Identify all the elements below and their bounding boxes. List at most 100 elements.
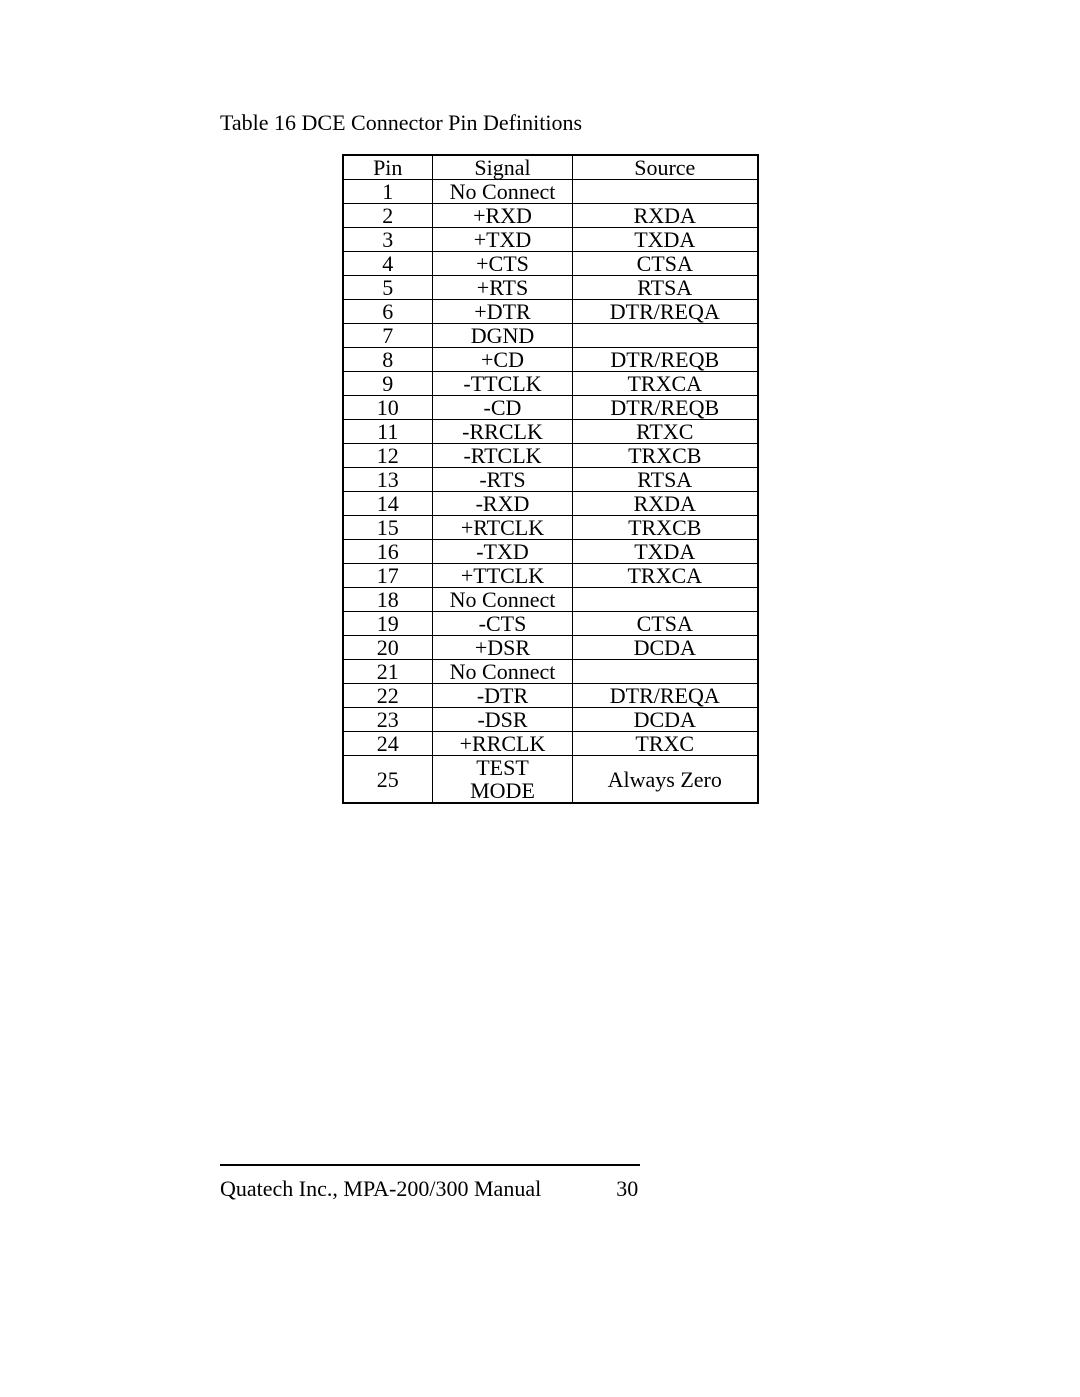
table-cell: 9 bbox=[343, 372, 433, 396]
table-cell: -TXD bbox=[433, 540, 573, 564]
table-cell bbox=[573, 588, 758, 612]
table-cell: CTSA bbox=[573, 612, 758, 636]
table-row: 5+RTSRTSA bbox=[343, 276, 758, 300]
table-cell: DGND bbox=[433, 324, 573, 348]
table-row: 11-RRCLKRTXC bbox=[343, 420, 758, 444]
table-cell: DTR/REQA bbox=[573, 300, 758, 324]
table-cell: 16 bbox=[343, 540, 433, 564]
table-row: 10-CDDTR/REQB bbox=[343, 396, 758, 420]
table-cell bbox=[573, 660, 758, 684]
table-cell: +CD bbox=[433, 348, 573, 372]
table-cell: DCDA bbox=[573, 708, 758, 732]
table-cell: DTR/REQA bbox=[573, 684, 758, 708]
table-cell: 3 bbox=[343, 228, 433, 252]
table-cell: Always Zero bbox=[573, 756, 758, 804]
table-cell: 1 bbox=[343, 180, 433, 204]
table-cell: 22 bbox=[343, 684, 433, 708]
table-row: 9-TTCLKTRXCA bbox=[343, 372, 758, 396]
table-cell: +RRCLK bbox=[433, 732, 573, 756]
table-row: 2+RXDRXDA bbox=[343, 204, 758, 228]
table-cell: 21 bbox=[343, 660, 433, 684]
table-cell: 24 bbox=[343, 732, 433, 756]
table-row: 1No Connect bbox=[343, 180, 758, 204]
table-row: 6+DTRDTR/REQA bbox=[343, 300, 758, 324]
pin-definitions-table: Pin Signal Source 1No Connect2+RXDRXDA3+… bbox=[342, 154, 759, 804]
table-cell: DTR/REQB bbox=[573, 396, 758, 420]
table-cell: No Connect bbox=[433, 588, 573, 612]
table-cell: -RTS bbox=[433, 468, 573, 492]
table-cell: +RTCLK bbox=[433, 516, 573, 540]
table-cell: +RTS bbox=[433, 276, 573, 300]
table-row: 7DGND bbox=[343, 324, 758, 348]
table-cell: RXDA bbox=[573, 492, 758, 516]
table-cell: 8 bbox=[343, 348, 433, 372]
table-cell: 4 bbox=[343, 252, 433, 276]
table-row: 15+RTCLKTRXCB bbox=[343, 516, 758, 540]
table-cell: 5 bbox=[343, 276, 433, 300]
table-row: 20+DSRDCDA bbox=[343, 636, 758, 660]
table-row: 8+CDDTR/REQB bbox=[343, 348, 758, 372]
table-cell: No Connect bbox=[433, 660, 573, 684]
footer-rule bbox=[220, 1164, 640, 1166]
table-cell: 12 bbox=[343, 444, 433, 468]
table-cell: 23 bbox=[343, 708, 433, 732]
table-cell: 25 bbox=[343, 756, 433, 804]
table-cell: 7 bbox=[343, 324, 433, 348]
table-row: 12-RTCLKTRXCB bbox=[343, 444, 758, 468]
table-cell: DCDA bbox=[573, 636, 758, 660]
table-cell: TXDA bbox=[573, 228, 758, 252]
table-cell bbox=[573, 324, 758, 348]
table-cell: RXDA bbox=[573, 204, 758, 228]
col-header-source: Source bbox=[573, 155, 758, 180]
table-cell: -DSR bbox=[433, 708, 573, 732]
table-row: 17+TTCLKTRXCA bbox=[343, 564, 758, 588]
table-cell: +CTS bbox=[433, 252, 573, 276]
table-cell: 15 bbox=[343, 516, 433, 540]
table-cell: 13 bbox=[343, 468, 433, 492]
table-cell: TRXCB bbox=[573, 516, 758, 540]
table-row: 3+TXDTXDA bbox=[343, 228, 758, 252]
table-cell: 19 bbox=[343, 612, 433, 636]
table-cell: TRXCB bbox=[573, 444, 758, 468]
footer-page-number: 30 bbox=[616, 1176, 638, 1202]
table-cell: RTXC bbox=[573, 420, 758, 444]
table-cell: -RRCLK bbox=[433, 420, 573, 444]
table-cell: -RXD bbox=[433, 492, 573, 516]
table-cell: TXDA bbox=[573, 540, 758, 564]
table-cell: +TXD bbox=[433, 228, 573, 252]
table-cell: RTSA bbox=[573, 276, 758, 300]
table-cell: 20 bbox=[343, 636, 433, 660]
footer-text: Quatech Inc., MPA-200/300 Manual bbox=[220, 1176, 541, 1202]
table-cell: 18 bbox=[343, 588, 433, 612]
table-row: 4+CTSCTSA bbox=[343, 252, 758, 276]
table-cell: +TTCLK bbox=[433, 564, 573, 588]
table-cell: -DTR bbox=[433, 684, 573, 708]
table-row: 24+RRCLKTRXC bbox=[343, 732, 758, 756]
table-cell: +DSR bbox=[433, 636, 573, 660]
table-cell: 10 bbox=[343, 396, 433, 420]
table-row: 18No Connect bbox=[343, 588, 758, 612]
table-cell: CTSA bbox=[573, 252, 758, 276]
table-cell: -CD bbox=[433, 396, 573, 420]
table-row: 21No Connect bbox=[343, 660, 758, 684]
table-cell: TEST MODE bbox=[433, 756, 573, 804]
table-row: 23-DSRDCDA bbox=[343, 708, 758, 732]
table-cell: TRXC bbox=[573, 732, 758, 756]
table-cell: -CTS bbox=[433, 612, 573, 636]
table-row: 25TEST MODEAlways Zero bbox=[343, 756, 758, 804]
table-cell: +RXD bbox=[433, 204, 573, 228]
table-cell: 17 bbox=[343, 564, 433, 588]
table-cell: +DTR bbox=[433, 300, 573, 324]
table-row: 19-CTSCTSA bbox=[343, 612, 758, 636]
table-cell: TRXCA bbox=[573, 372, 758, 396]
col-header-signal: Signal bbox=[433, 155, 573, 180]
table-cell: 2 bbox=[343, 204, 433, 228]
table-cell: -RTCLK bbox=[433, 444, 573, 468]
table-cell: No Connect bbox=[433, 180, 573, 204]
table-caption: Table 16 DCE Connector Pin Definitions bbox=[220, 110, 980, 136]
table-row: 14-RXDRXDA bbox=[343, 492, 758, 516]
table-cell: 14 bbox=[343, 492, 433, 516]
table-row: 22-DTRDTR/REQA bbox=[343, 684, 758, 708]
table-cell: 11 bbox=[343, 420, 433, 444]
table-cell bbox=[573, 180, 758, 204]
